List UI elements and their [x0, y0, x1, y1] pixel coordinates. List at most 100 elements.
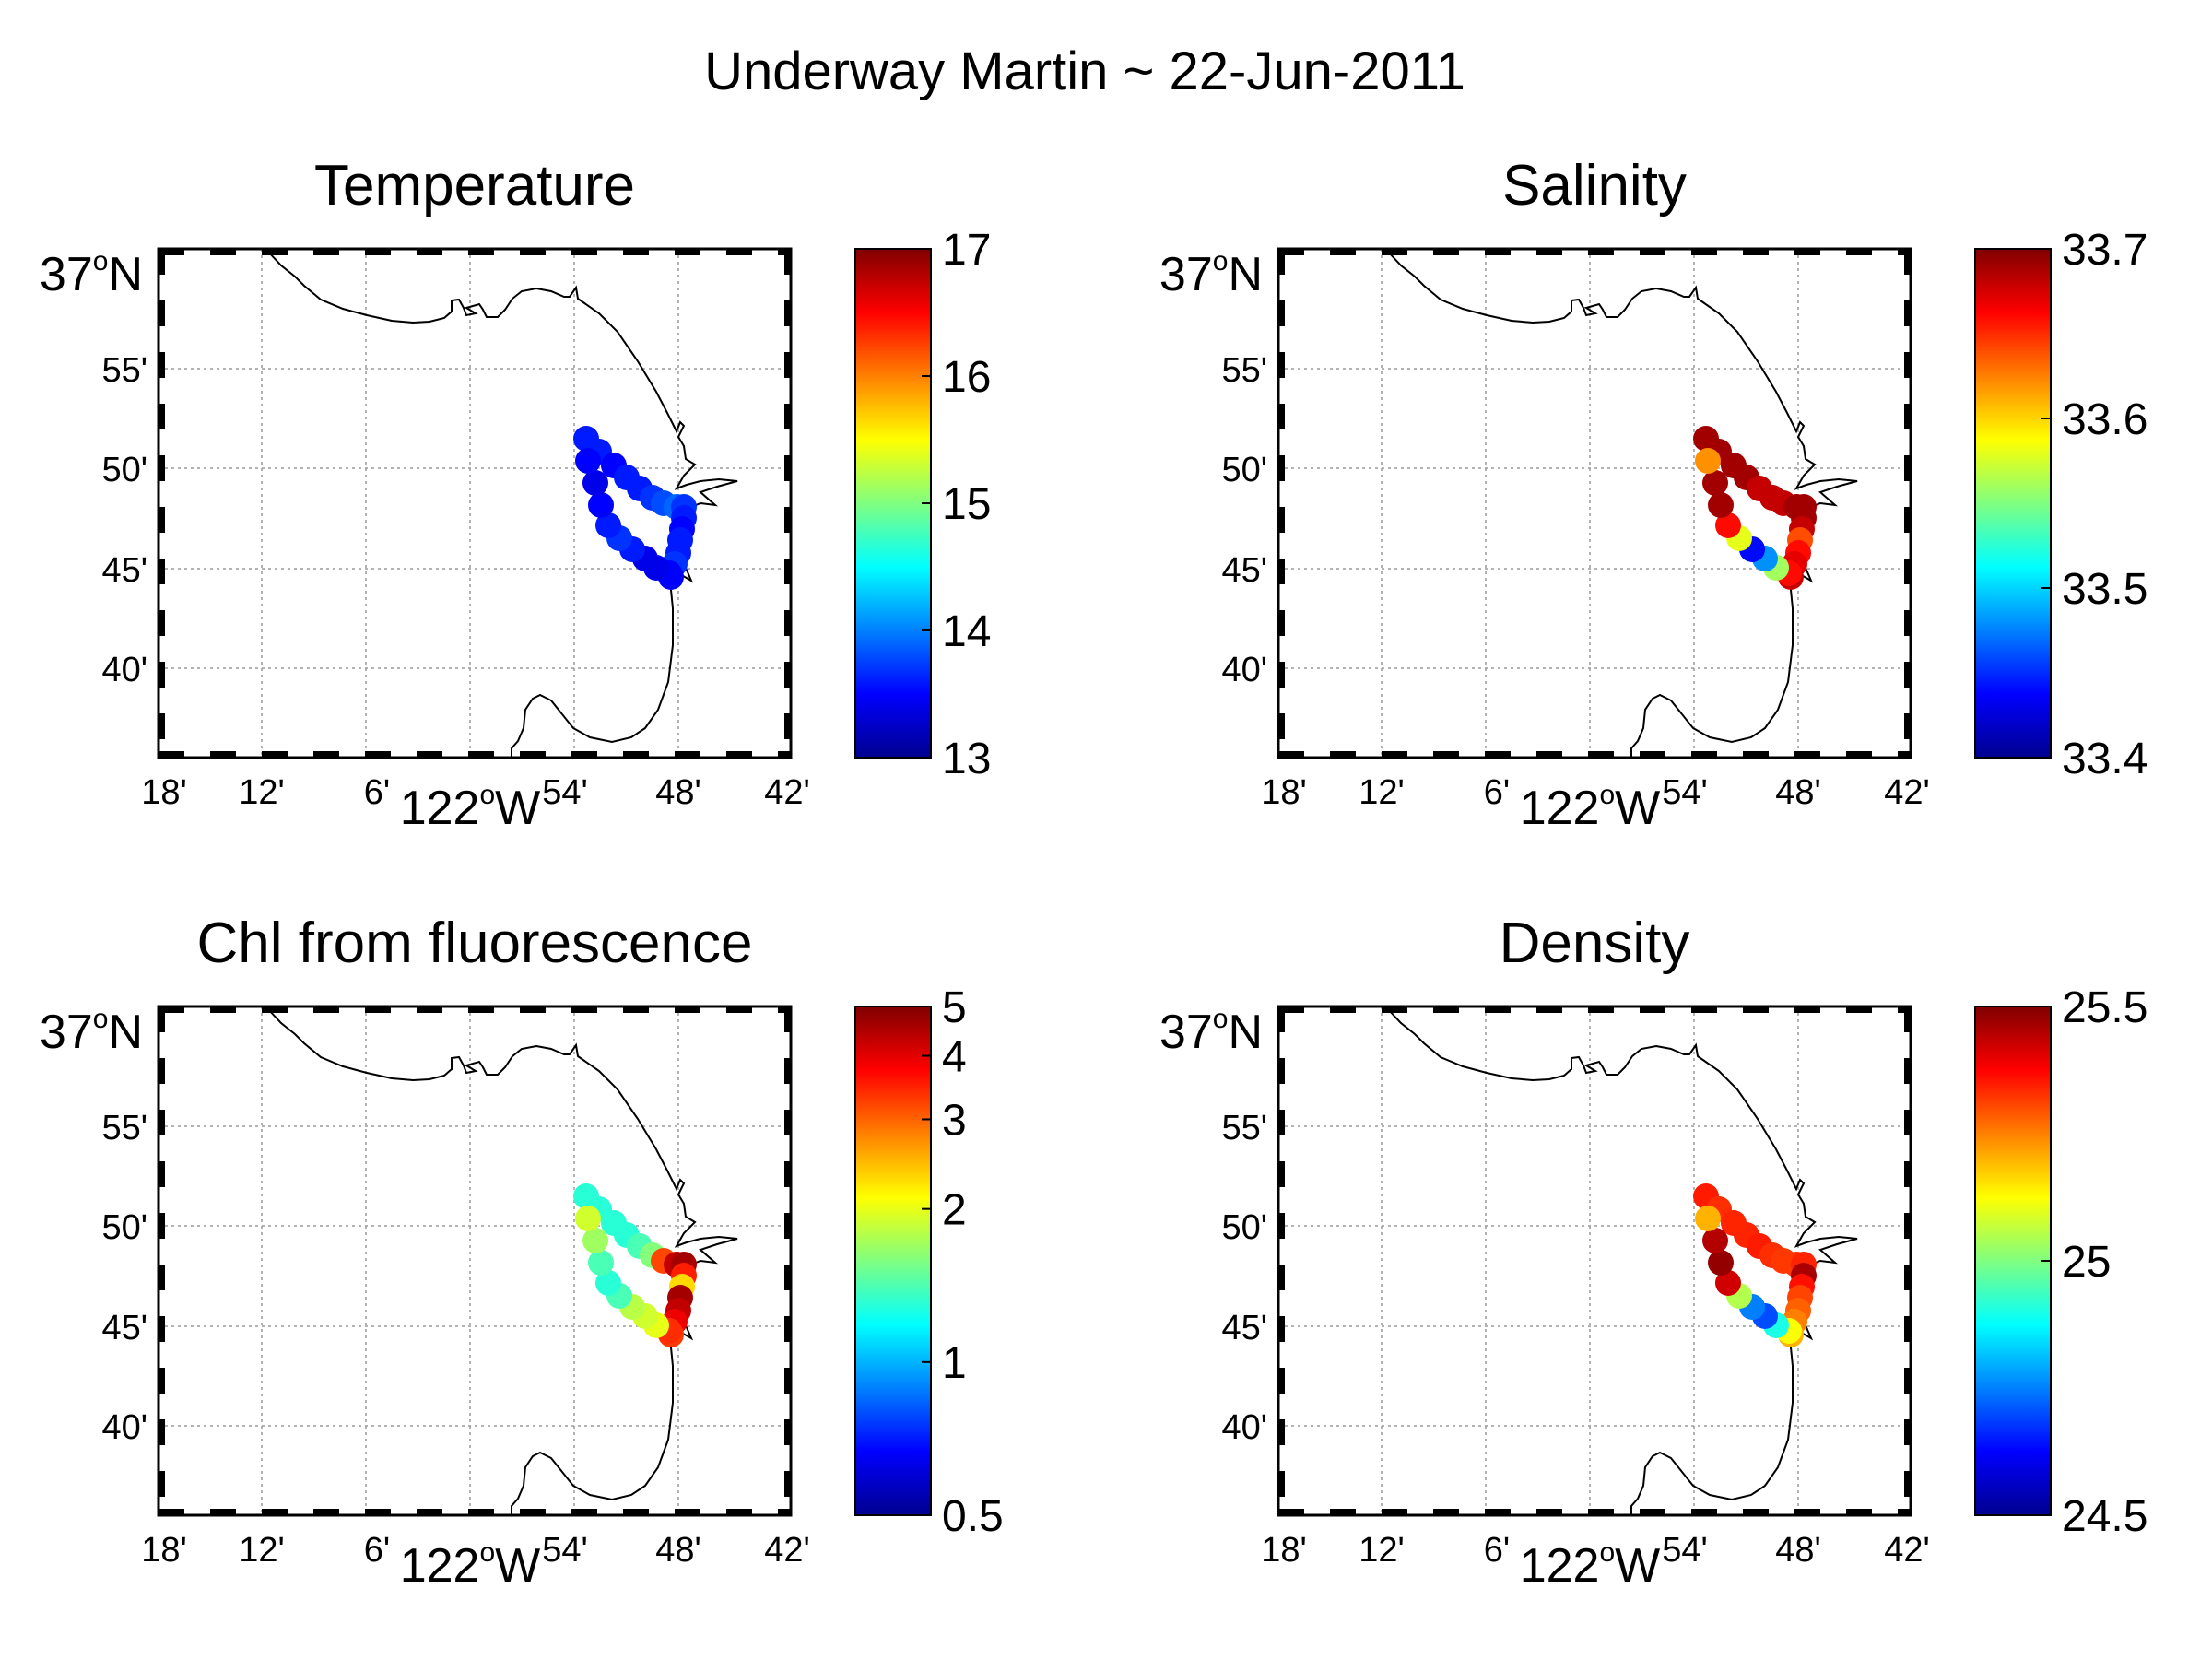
colorbar: [1974, 1006, 2052, 1516]
colorbar: [854, 248, 932, 759]
lon-tick-label: 12': [1359, 773, 1405, 812]
track-point: [575, 448, 601, 474]
lat-tick-label: 45': [101, 551, 147, 590]
lon-tick-label: 54': [1662, 1531, 1708, 1570]
lat-tick-label: 50': [101, 1208, 147, 1247]
lon-tick-label: 48': [655, 773, 701, 812]
coastline: [1386, 250, 1858, 758]
colorbar: [854, 1006, 932, 1516]
track-point: [575, 1206, 601, 1231]
lon-tick-label: 12': [239, 773, 285, 812]
panel-density: Density 37oN 55' 50' 45' 40' 18' 12' 6' 54' 48' 42'…: [1159, 912, 2148, 1593]
track-point: [588, 492, 614, 518]
lon-tick-label: 54': [542, 773, 588, 812]
lon-major-label: 122oW: [400, 780, 541, 835]
lat-tick-label: 55': [1221, 351, 1267, 390]
track-point: [1695, 448, 1721, 474]
coastline: [266, 250, 738, 758]
panel-title: Salinity: [1502, 154, 1687, 218]
coastline: [1386, 1007, 1858, 1515]
panel-chl: Chl from fluorescence 37oN 55' 50' 45' 40' 18'…: [40, 912, 1004, 1593]
colorbar-tick-label: 33.6: [2062, 395, 2147, 444]
ship-track: [1693, 1183, 1817, 1347]
lon-tick-label: 54': [542, 1531, 588, 1570]
colorbar-tick-label: 4: [942, 1032, 967, 1081]
lat-tick-label: 40': [1221, 1408, 1267, 1447]
lon-tick-label: 6': [1484, 1531, 1510, 1570]
track-point: [595, 1270, 621, 1296]
track-point: [1695, 1206, 1721, 1231]
track-point: [1702, 1228, 1728, 1253]
lon-tick-label: 48': [1775, 1531, 1821, 1570]
track-point: [1715, 1270, 1741, 1296]
colorbar-tick-label: 2: [942, 1186, 967, 1235]
colorbar-tick-label: 0.5: [942, 1492, 1004, 1541]
lon-tick-label: 18': [1261, 1531, 1307, 1570]
lon-major-label: 122oW: [400, 1537, 541, 1593]
track-point: [1708, 492, 1734, 518]
lon-tick-label: 54': [1662, 773, 1708, 812]
panel-title: Chl from fluorescence: [196, 912, 752, 975]
lat-tick-label: 40': [1221, 651, 1267, 689]
lat-tick-label: 45': [1221, 551, 1267, 590]
lat-tick-label: 50': [101, 451, 147, 489]
map-frame-outer: [1277, 1005, 1912, 1517]
lat-tick-label: 45': [1221, 1309, 1267, 1347]
colorbar-tick-label: 25: [2062, 1238, 2111, 1287]
lon-tick-label: 6': [1484, 773, 1510, 812]
panel-title: Temperature: [314, 154, 635, 218]
lat-major-label: 37oN: [1159, 1004, 1263, 1059]
track-point: [582, 1228, 608, 1253]
track-point: [1708, 1250, 1734, 1276]
map-frame: [1277, 1005, 1912, 1517]
colorbar-tick-label: 5: [942, 983, 967, 1032]
track-point: [595, 512, 621, 538]
lon-tick-label: 6': [364, 773, 390, 812]
lat-tick-label: 50': [1221, 451, 1267, 489]
lon-tick-label: 12': [1359, 1531, 1405, 1570]
lat-major-label: 37oN: [40, 246, 143, 301]
colorbar-tick-label: 14: [942, 607, 991, 656]
ship-track: [573, 426, 697, 590]
lat-tick-label: 40': [101, 1408, 147, 1447]
colorbar-tick-label: 24.5: [2062, 1492, 2147, 1541]
map-frame: [157, 247, 793, 759]
lat-major-label: 37oN: [40, 1004, 143, 1059]
colorbar-tick-label: 25.5: [2062, 983, 2147, 1032]
colorbar: [1974, 248, 2052, 759]
lat-major-label: 37oN: [1159, 246, 1263, 301]
colorbar-tick-label: 33.5: [2062, 565, 2147, 614]
panel-salinity: Salinity 37oN 55' 50' 45' 40' 18' 12' 6' 54' 48' 42…: [1159, 154, 2148, 835]
colorbar-tick-label: 3: [942, 1096, 967, 1145]
lat-tick-label: 55': [1221, 1109, 1267, 1147]
lat-tick-label: 40': [101, 651, 147, 689]
colorbar-tick-label: 16: [942, 353, 991, 402]
colorbar-tick-label: 17: [942, 226, 991, 275]
track-point: [588, 1250, 614, 1276]
colorbar-tick-label: 33.7: [2062, 226, 2147, 275]
lon-tick-label: 48': [655, 1531, 701, 1570]
ship-track: [573, 1183, 697, 1347]
track-point: [582, 470, 608, 496]
lon-tick-label: 42': [764, 773, 810, 812]
lon-tick-label: 42': [764, 1531, 810, 1570]
lon-major-label: 122oW: [1520, 1537, 1661, 1593]
panel-title: Density: [1500, 912, 1690, 975]
map-frame: [1277, 247, 1912, 759]
map-frame-outer: [157, 1005, 793, 1517]
map-frame: [157, 1005, 793, 1517]
lon-tick-label: 18': [141, 1531, 187, 1570]
colorbar-tick-label: 1: [942, 1339, 967, 1388]
lat-tick-label: 50': [1221, 1208, 1267, 1247]
map-frame-outer: [1277, 247, 1912, 759]
coastline: [266, 1007, 738, 1515]
panel-temperature: Temperature 37oN 55' 50' 45' 40' 18' 12' 6' 54' 48…: [40, 154, 991, 835]
lon-tick-label: 18': [1261, 773, 1307, 812]
lon-tick-label: 6': [364, 1531, 390, 1570]
map-frame-outer: [157, 247, 793, 759]
lon-tick-label: 18': [141, 773, 187, 812]
colorbar-tick-label: 15: [942, 480, 991, 529]
lat-tick-label: 55': [101, 351, 147, 390]
lon-tick-label: 48': [1775, 773, 1821, 812]
